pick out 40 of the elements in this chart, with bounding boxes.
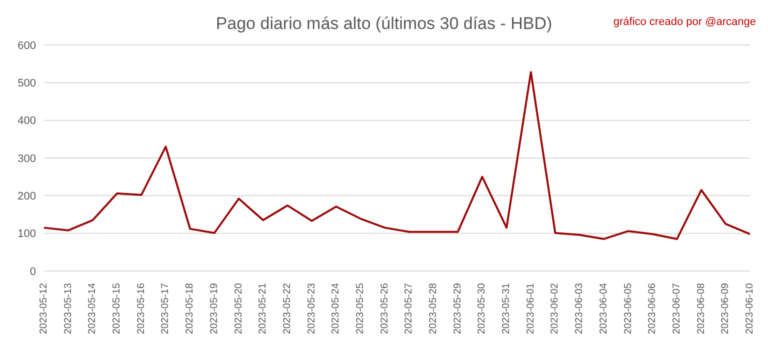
x-tick-label: 2023-06-10 bbox=[744, 282, 756, 334]
x-tick-label: 2023-05-17 bbox=[160, 282, 172, 334]
x-tick-label: 2023-05-20 bbox=[233, 282, 244, 334]
x-tick-label: 2023-05-22 bbox=[282, 282, 293, 334]
x-tick-label: 2023-06-06 bbox=[647, 282, 658, 334]
x-tick-label: 2023-05-30 bbox=[476, 282, 488, 334]
x-tick-label: 2023-05-14 bbox=[87, 282, 98, 334]
x-tick-label: 2023-05-24 bbox=[330, 282, 342, 334]
chart-title: Pago diario más alto (últimos 30 días - HBD) bbox=[216, 14, 552, 33]
y-tick-label: 100 bbox=[18, 228, 36, 240]
y-tick-label: 0 bbox=[30, 266, 36, 278]
line-series bbox=[43, 71, 751, 240]
x-tick-label: 2023-06-01 bbox=[525, 282, 536, 334]
x-tick-label: 2023-06-08 bbox=[696, 282, 707, 334]
x-tick-label: 2023-06-05 bbox=[622, 282, 634, 334]
x-tick-label: 2023-06-09 bbox=[720, 282, 732, 334]
text: gráfico creado por @arcange bbox=[613, 16, 756, 28]
x-tick-label: 2023-05-25 bbox=[354, 282, 366, 334]
y-tick-label: 600 bbox=[18, 40, 36, 52]
x-tick-label: 2023-05-23 bbox=[306, 282, 318, 334]
x-tick-label: 2023-05-15 bbox=[112, 282, 123, 334]
y-tick-label: 500 bbox=[18, 78, 36, 90]
x-tick-label: 2023-05-27 bbox=[404, 282, 415, 334]
y-tick-label: 300 bbox=[18, 152, 36, 165]
x-tick-label: 2023-05-18 bbox=[184, 282, 196, 334]
x-tick-label: 2023-05-13 bbox=[62, 282, 74, 334]
x-tick-label: 2023-05-26 bbox=[379, 282, 390, 334]
x-tick-label: 2023-05-19 bbox=[208, 282, 220, 334]
x-tick-label: 2023-06-02 bbox=[550, 282, 561, 334]
x-tick-label: 2023-06-07 bbox=[671, 282, 682, 334]
x-tick-label: 2023-06-04 bbox=[598, 282, 610, 334]
x-tick-label: 2023-05-12 bbox=[38, 282, 50, 334]
x-tick-label: 2023-05-28 bbox=[428, 282, 440, 334]
y-tick-label: 400 bbox=[18, 115, 36, 128]
y-tick-label: 200 bbox=[18, 190, 36, 203]
x-tick-label: 2023-06-03 bbox=[574, 282, 586, 334]
x-tick-label: 2023-05-21 bbox=[258, 282, 269, 334]
x-tick-label: 2023-05-31 bbox=[501, 282, 512, 334]
x-tick-label: 2023-05-16 bbox=[136, 282, 147, 334]
x-tick-label: 2023-05-29 bbox=[452, 282, 464, 334]
